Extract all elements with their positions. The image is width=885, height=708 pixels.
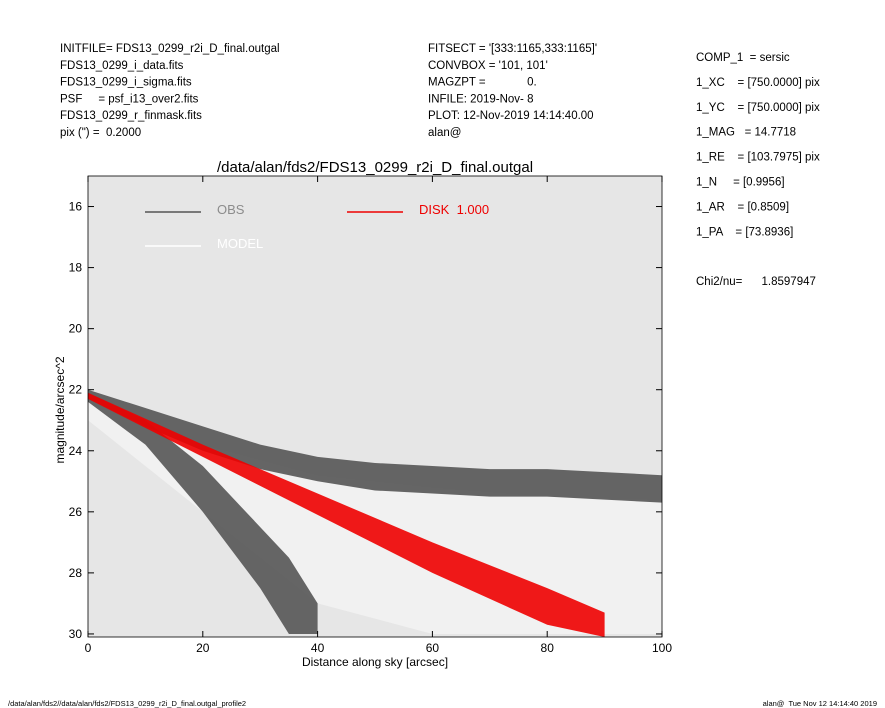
header-left-line: pix (") = 0.2000 [60,127,141,139]
header-left-line: INITFILE= FDS13_0299_r2i_D_final.outgal [60,43,280,55]
header-right-line: 1_AR = [0.8509] [696,201,789,213]
header-middle-line: alan@ [428,127,461,139]
y-tick-label: 28 [69,566,83,580]
y-tick-label: 30 [69,627,83,641]
plot [88,389,662,637]
header-left-line: FDS13_0299_r_finmask.fits [60,110,202,122]
x-tick-label: 100 [652,641,672,655]
y-tick-label: 16 [69,200,83,214]
plot-frame [87,175,663,638]
x-tick-label: 80 [541,641,555,655]
x-axis-label: Distance along sky [arcsec] [302,655,448,669]
header-middle-line: CONVBOX = '101, 101' [428,60,548,72]
x-tick-label: 40 [311,641,325,655]
data-band [88,392,318,634]
header-middle-line: FITSECT = '[333:1165,333:1165]' [428,43,597,55]
header-middle-line: MAGZPT = 0. [428,77,537,89]
data-band [88,392,605,637]
header-right-line: 1_MAG = 14.7718 [696,127,796,139]
chart-title: /data/alan/fds2/FDS13_0299_r2i_D_final.o… [217,159,533,176]
y-tick-label: 26 [69,505,83,519]
footer-path: /data/alan/fds2//data/alan/fds2/FDS13_02… [8,699,246,708]
x-tick-label: 20 [196,641,210,655]
data-band [88,389,662,503]
y-tick-label: 20 [69,322,83,336]
header-right-line: 1_XC = [750.0000] pix [696,77,820,89]
footer-stamp: alan@ Tue Nov 12 14:14:40 2019 [763,699,877,708]
legend-label: MODEL [217,236,263,251]
header-left-line: FDS13_0299_i_sigma.fits [60,77,192,89]
y-axis-label: magnitude/arcsec^2 [53,356,67,463]
header-middle-line: INFILE: 2019-Nov- 8 [428,93,533,105]
header-left-line: PSF = psf_i13_over2.fits [60,93,199,105]
header-right-line: COMP_1 = sersic [696,52,790,64]
header-middle-line: PLOT: 12-Nov-2019 14:14:40.00 [428,110,594,122]
y-tick-label: 24 [69,444,83,458]
x-tick-label: 60 [426,641,440,655]
legend-label: DISK 1.000 [419,202,489,217]
legend-label: OBS [217,202,245,217]
y-tick-label: 18 [69,261,83,275]
x-tick-label: 0 [85,641,92,655]
header-right-line: 1_PA = [73.8936] [696,226,793,238]
header-right-line: 1_N = [0.9956] [696,177,785,189]
header-left-line: FDS13_0299_i_data.fits [60,60,184,72]
chi2: Chi2/nu= 1.8597947 [696,276,816,288]
y-tick-label: 22 [69,383,83,397]
header-right-line: 1_RE = [103.7975] pix [696,152,820,164]
header-right-line: 1_YC = [750.0000] pix [696,102,820,114]
